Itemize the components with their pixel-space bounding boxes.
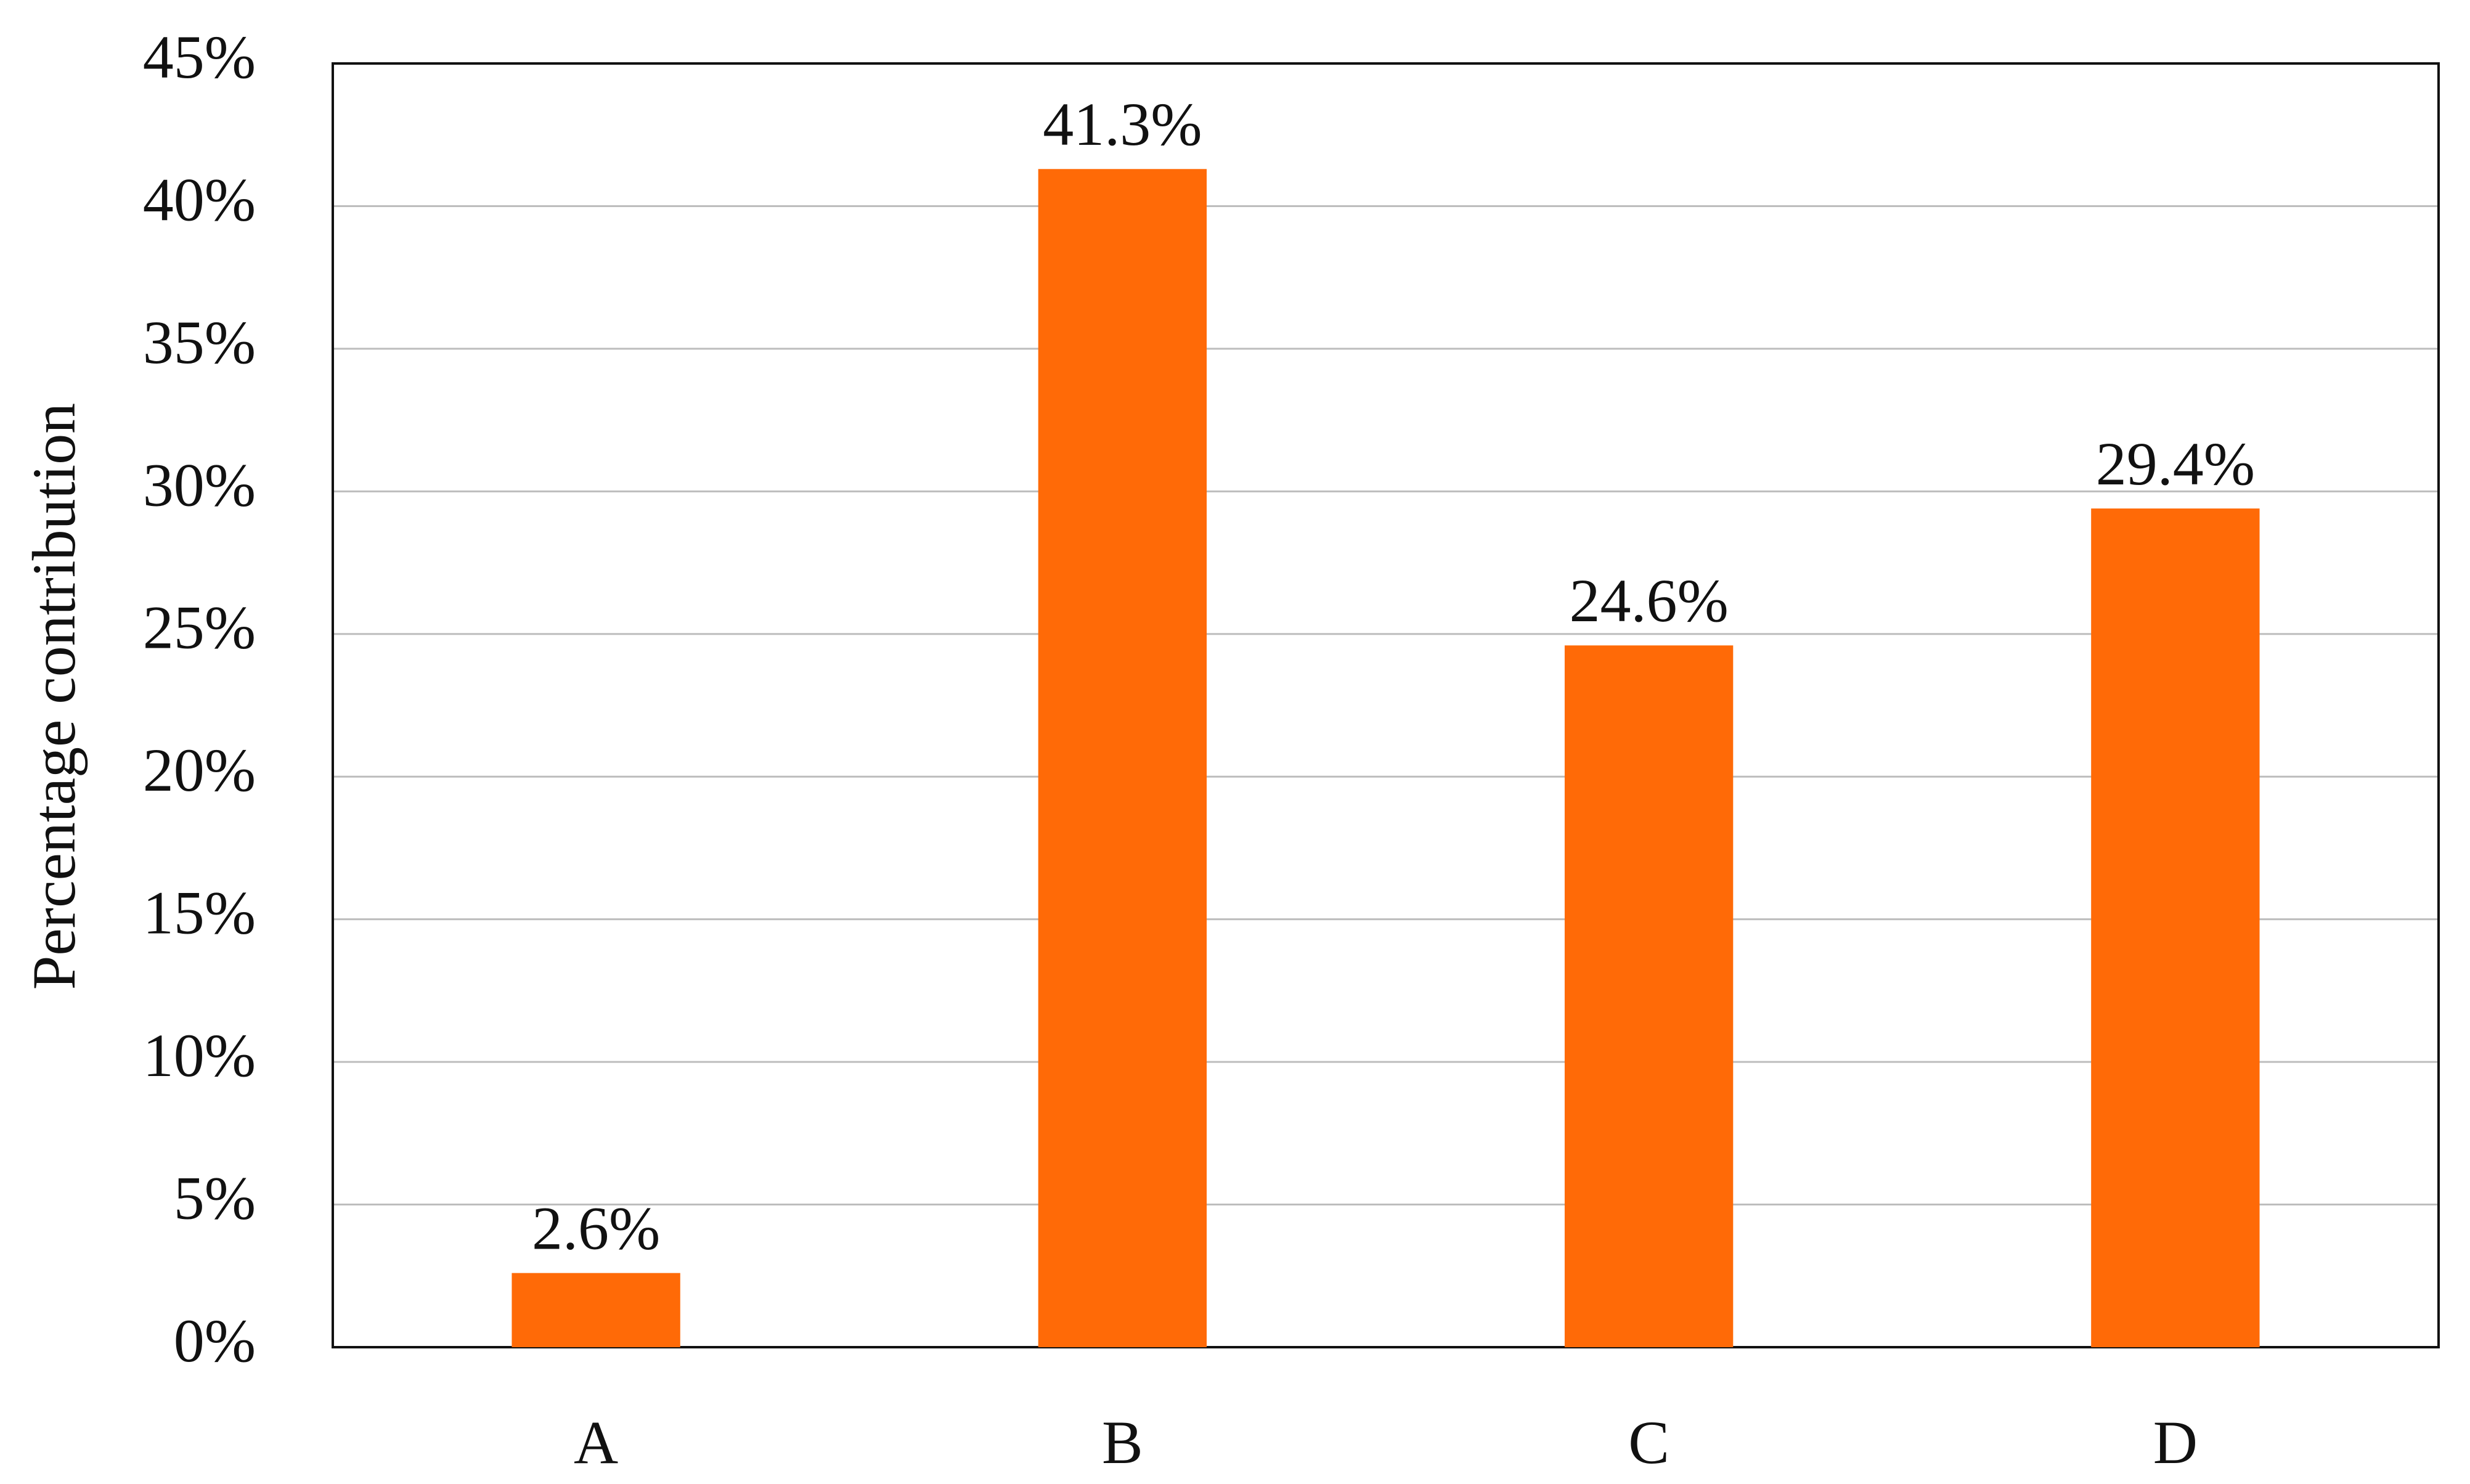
y-tick-label: 10% bbox=[143, 1021, 256, 1090]
y-tick-label: 20% bbox=[143, 736, 256, 804]
data-label: 29.4% bbox=[2096, 430, 2255, 498]
y-tick-label: 25% bbox=[143, 593, 256, 662]
x-tick-label: C bbox=[1628, 1408, 1669, 1477]
bar bbox=[1564, 645, 1734, 1347]
data-label: 41.3% bbox=[1043, 90, 1202, 158]
data-label: 24.6% bbox=[1569, 566, 1728, 635]
y-tick-label: 40% bbox=[143, 165, 256, 234]
x-tick-label: A bbox=[574, 1408, 618, 1477]
bar bbox=[1038, 169, 1207, 1347]
y-tick-label: 30% bbox=[143, 450, 256, 519]
bar bbox=[2091, 508, 2260, 1347]
x-tick-label: D bbox=[2153, 1408, 2198, 1477]
bar bbox=[512, 1273, 680, 1347]
y-tick-label: 35% bbox=[143, 308, 256, 377]
y-tick-label: 5% bbox=[174, 1164, 256, 1233]
y-tick-label: 15% bbox=[143, 879, 256, 947]
plot-frame bbox=[332, 62, 2440, 1348]
data-label: 2.6% bbox=[532, 1194, 660, 1263]
x-tick-label: B bbox=[1102, 1408, 1143, 1477]
y-axis-title: Percentage contribution bbox=[20, 403, 88, 990]
y-tick-label: 45% bbox=[143, 23, 256, 91]
y-tick-label: 0% bbox=[174, 1307, 256, 1375]
